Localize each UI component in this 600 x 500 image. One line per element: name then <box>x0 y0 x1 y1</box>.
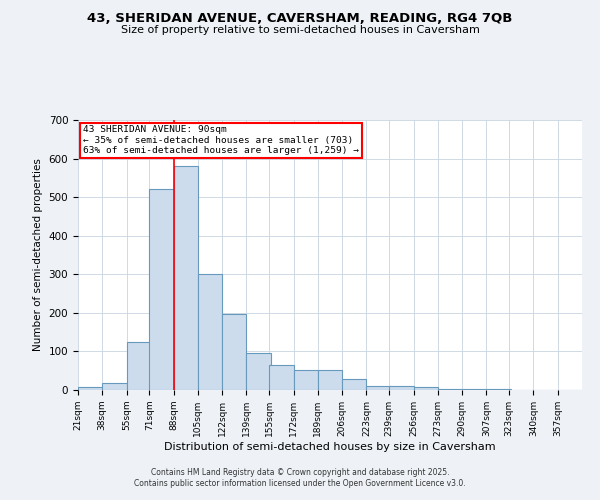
Text: 43, SHERIDAN AVENUE, CAVERSHAM, READING, RG4 7QB: 43, SHERIDAN AVENUE, CAVERSHAM, READING,… <box>88 12 512 26</box>
Text: 43 SHERIDAN AVENUE: 90sqm
← 35% of semi-detached houses are smaller (703)
63% of: 43 SHERIDAN AVENUE: 90sqm ← 35% of semi-… <box>83 126 359 155</box>
Bar <box>247 354 271 390</box>
Bar <box>149 190 173 390</box>
X-axis label: Distribution of semi-detached houses by size in Caversham: Distribution of semi-detached houses by … <box>164 442 496 452</box>
Bar <box>198 274 222 390</box>
Bar <box>438 389 462 390</box>
Bar <box>222 314 247 390</box>
Bar <box>413 388 438 390</box>
Bar <box>269 365 293 390</box>
Text: Size of property relative to semi-detached houses in Caversham: Size of property relative to semi-detach… <box>121 25 479 35</box>
Bar <box>293 370 318 390</box>
Bar <box>173 166 198 390</box>
Bar <box>487 389 511 390</box>
Bar <box>102 384 127 390</box>
Y-axis label: Number of semi-detached properties: Number of semi-detached properties <box>33 158 43 352</box>
Text: Contains HM Land Registry data © Crown copyright and database right 2025.
Contai: Contains HM Land Registry data © Crown c… <box>134 468 466 487</box>
Bar <box>389 386 413 390</box>
Bar <box>78 388 102 390</box>
Bar <box>342 379 367 390</box>
Bar <box>367 386 391 390</box>
Bar <box>462 389 487 390</box>
Bar <box>318 370 342 390</box>
Bar <box>127 342 151 390</box>
